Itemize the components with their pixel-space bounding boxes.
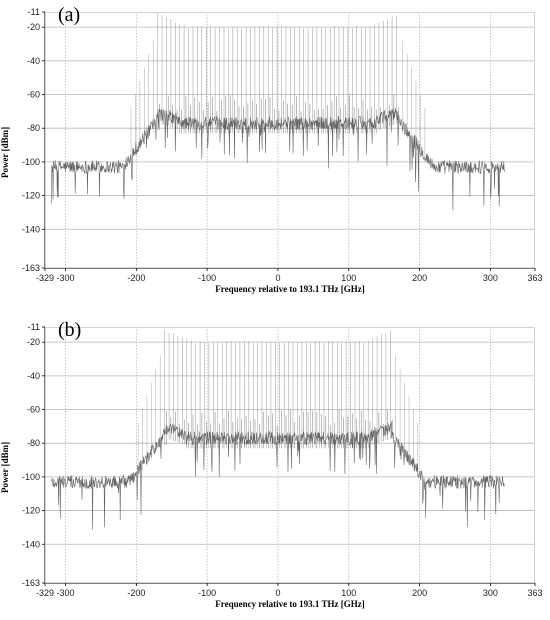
- y-tick-label: -11: [28, 7, 40, 17]
- chart-panel-b: -11 -20 -40 -60 -80 -100 -120 -140 -163 -329 -300 -…: [0, 315, 550, 620]
- chart-svg-b: -11 -20 -40 -60 -80 -100 -120 -140 -163-329 -300 -…: [22, 322, 543, 598]
- y-axis-label: Power [dBm]: [0, 441, 10, 493]
- x-tick-label: 200: [412, 588, 427, 598]
- y-axis-label: Power [dBm]: [0, 126, 10, 178]
- y-tick-label: -40: [27, 371, 40, 381]
- x-tick-label: 200: [412, 273, 427, 283]
- x-tick-label: -200: [127, 273, 145, 283]
- x-tick-label: 363: [527, 588, 542, 598]
- x-tick-label: 300: [483, 273, 498, 283]
- spectrum-noise-trace: [51, 108, 505, 211]
- y-tick-label: -120: [22, 191, 40, 201]
- x-tick-label: 363: [527, 273, 542, 283]
- x-tick-label: 0: [275, 588, 280, 598]
- panel-label: (b): [58, 319, 82, 341]
- y-tick-label: -100: [22, 157, 40, 167]
- x-tick-label: -329: [36, 273, 54, 283]
- y-tick-label: -163: [22, 263, 40, 273]
- y-tick-label: -140: [22, 539, 40, 549]
- y-tick-label: -60: [27, 90, 40, 100]
- x-tick-label: -200: [127, 588, 145, 598]
- x-tick-label: -100: [198, 273, 216, 283]
- x-tick-label: 100: [341, 273, 356, 283]
- y-tick-label: -20: [27, 22, 40, 32]
- y-tick-label: -60: [27, 405, 40, 415]
- x-axis-label: Frequency relative to 193.1 THz [GHz]: [215, 284, 365, 294]
- x-tick-label: 0: [275, 273, 280, 283]
- y-tick-label: -120: [22, 506, 40, 516]
- y-tick-label: -11: [28, 322, 40, 332]
- y-tick-label: -140: [22, 224, 40, 234]
- y-tick-label: -40: [27, 56, 40, 66]
- x-tick-label: -329: [36, 588, 54, 598]
- y-tick-label: -163: [22, 578, 40, 588]
- spectrum-noise-trace: [51, 421, 505, 530]
- x-axis-label: Frequency relative to 193.1 THz [GHz]: [215, 599, 365, 609]
- chart-svg-a: -11 -20 -40 -60 -80 -100 -120 -140 -163-329 -300 -…: [22, 7, 543, 283]
- x-tick-label: -300: [57, 273, 75, 283]
- y-tick-label: -20: [27, 337, 40, 347]
- x-tick-label: -100: [198, 588, 216, 598]
- y-tick-label: -80: [27, 123, 40, 133]
- x-tick-label: -300: [57, 588, 75, 598]
- x-tick-label: 300: [483, 588, 498, 598]
- panel-label: (a): [58, 4, 81, 26]
- chart-panel-a: -11 -20 -40 -60 -80 -100 -120 -140 -163 -329 -300 -…: [0, 0, 550, 305]
- y-tick-label: -100: [22, 472, 40, 482]
- y-tick-label: -80: [27, 438, 40, 448]
- x-tick-label: 100: [341, 588, 356, 598]
